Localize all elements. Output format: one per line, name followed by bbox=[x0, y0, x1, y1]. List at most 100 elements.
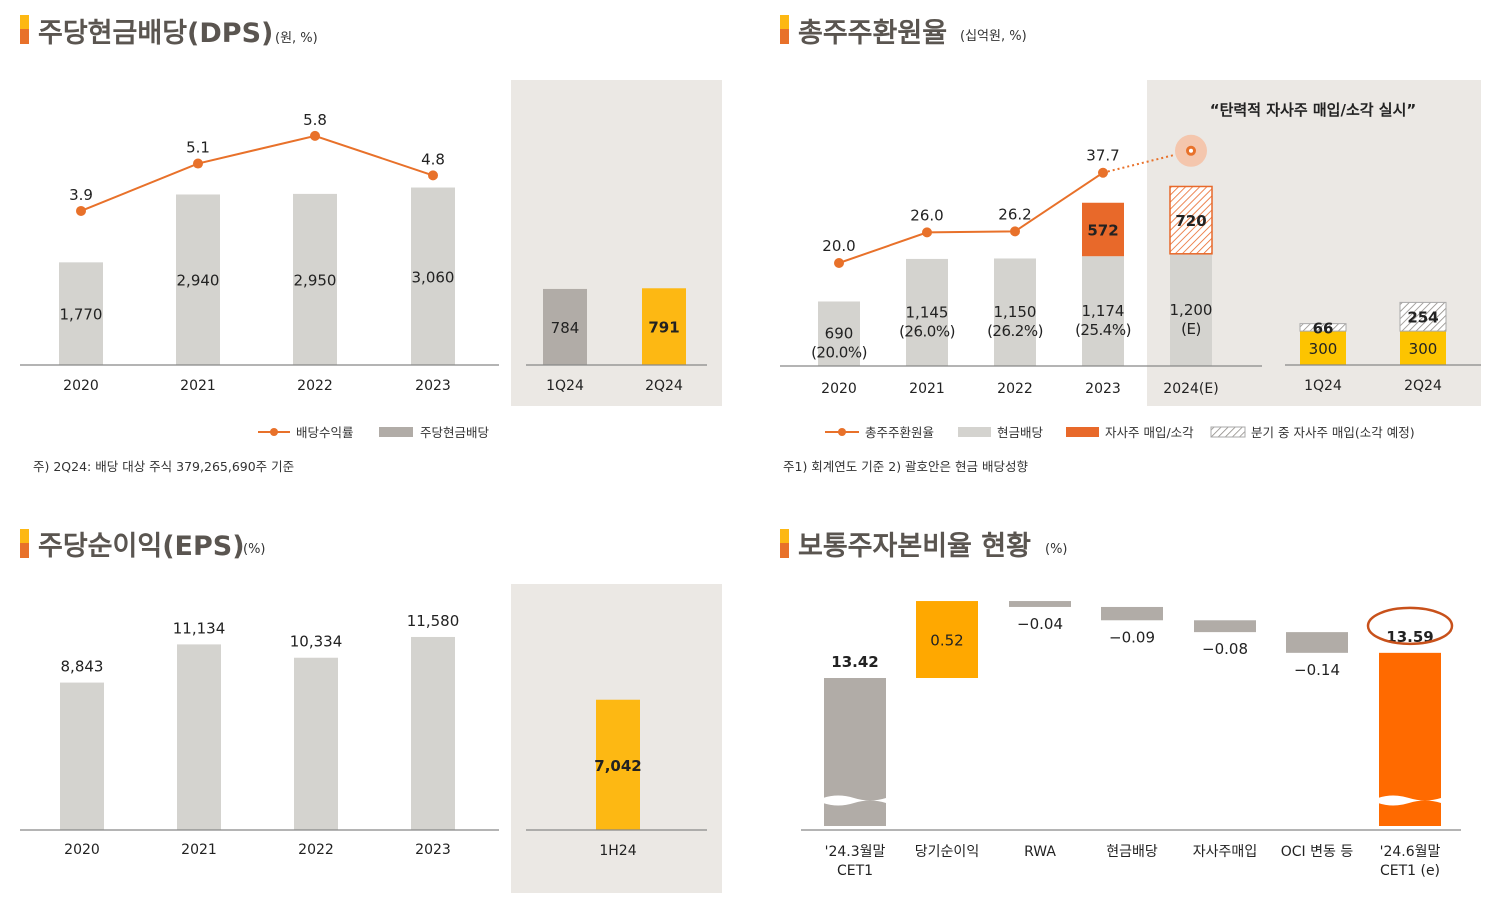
return-ratio-label: 26.0 bbox=[910, 206, 943, 224]
title-marker-top bbox=[780, 15, 789, 29]
return-ratio-label: 20.0 bbox=[822, 237, 855, 255]
x-tick-label: '24.6월말 bbox=[1380, 844, 1441, 860]
quarter-panel bbox=[511, 80, 722, 406]
payout-ratio-label: (26.0%) bbox=[899, 322, 955, 340]
eps-bar bbox=[60, 682, 104, 830]
buyback-bar bbox=[1082, 202, 1124, 257]
return-ratio-point bbox=[922, 227, 932, 238]
return-ratio-label: 37.7 bbox=[1086, 147, 1119, 165]
x-tick-label: OCI 변동 등 bbox=[1281, 844, 1354, 860]
eps-bar bbox=[411, 636, 455, 830]
yield-line bbox=[80, 134, 434, 212]
quarter-bar-label: 791 bbox=[648, 319, 679, 337]
x-tick-label: 2021 bbox=[181, 842, 217, 858]
yield-point bbox=[193, 158, 203, 169]
dps-bar bbox=[59, 262, 103, 365]
payout-ratio-label: (E) bbox=[1181, 320, 1201, 338]
chart-title: 보통주자본비율 현황 bbox=[798, 531, 1031, 562]
increase-bar bbox=[916, 601, 978, 678]
quarter-buyback-bar bbox=[1400, 331, 1446, 365]
legend-swatch-buyback bbox=[1066, 427, 1099, 437]
dps-bar-label: 1,770 bbox=[60, 306, 103, 324]
legend-point-icon bbox=[838, 428, 846, 436]
x-tick-label: 2024(E) bbox=[1163, 381, 1218, 397]
chart-title: 주당현금배당(DPS) bbox=[38, 18, 273, 49]
quarter-bar bbox=[642, 288, 686, 365]
decrease-bar bbox=[1286, 632, 1348, 653]
x-tick-label: 2021 bbox=[909, 381, 945, 397]
return-ratio-point bbox=[1098, 167, 1108, 178]
x-tick-label: 2020 bbox=[821, 381, 857, 397]
highlight-circle-icon bbox=[1366, 606, 1454, 646]
legend-swatch-planned bbox=[1210, 426, 1246, 438]
x-tick-label: 2023 bbox=[415, 378, 451, 394]
legend-swatch-cash bbox=[958, 427, 991, 437]
axis-break-icon bbox=[823, 795, 886, 806]
title-marker-bottom bbox=[20, 29, 29, 44]
cash-dividend-label: 1,174 bbox=[1082, 302, 1125, 320]
title-marker-top bbox=[780, 529, 789, 543]
x-tick-label: CET1 (e) bbox=[1380, 863, 1440, 879]
payout-ratio-label: (26.2%) bbox=[987, 322, 1043, 340]
yield-label: 3.9 bbox=[69, 186, 93, 204]
change-label: 0.52 bbox=[930, 632, 963, 650]
quarter-bar-label: 784 bbox=[551, 319, 580, 337]
half-eps-label: 7,042 bbox=[594, 757, 641, 775]
return-ratio-point bbox=[1010, 226, 1020, 237]
dps-bar bbox=[176, 194, 220, 365]
axis-break-icon bbox=[1378, 795, 1441, 806]
return-ratio-point bbox=[834, 258, 844, 268]
cash-dividend-bar bbox=[906, 258, 948, 366]
change-label: −0.04 bbox=[1017, 615, 1063, 633]
cash-dividend-bar bbox=[1170, 253, 1212, 366]
eps-bar bbox=[294, 657, 338, 830]
x-tick-label: 2020 bbox=[64, 842, 100, 858]
return-ratio-label: 26.2 bbox=[998, 205, 1031, 223]
eps-label: 10,334 bbox=[290, 633, 343, 651]
yield-point bbox=[76, 205, 86, 216]
footnote: 주1) 회계연도 기준 2) 괄호안은 현금 배당성향 bbox=[783, 459, 1029, 474]
in-quarter-buyback-label: 66 bbox=[1313, 319, 1334, 337]
decrease-bar bbox=[1009, 601, 1071, 607]
x-tick-label: 당기순이익 bbox=[915, 844, 979, 860]
eps-label: 11,134 bbox=[173, 619, 226, 637]
chart-unit: (십억원, %) bbox=[960, 29, 1027, 44]
x-tick-label: 2020 bbox=[63, 378, 99, 394]
title-marker-bottom bbox=[780, 543, 789, 558]
change-label: −0.08 bbox=[1202, 640, 1248, 658]
in-quarter-buyback-bar bbox=[1299, 323, 1347, 332]
quarter-bar bbox=[543, 288, 587, 365]
cash-dividend-label: 1,200 bbox=[1170, 301, 1213, 319]
dps-bar bbox=[293, 193, 337, 365]
x-tick-label: 2023 bbox=[415, 842, 451, 858]
x-tick-label: 2022 bbox=[298, 842, 334, 858]
legend-point-icon bbox=[270, 428, 278, 436]
quarter-tick-label: 2Q24 bbox=[1404, 378, 1442, 394]
return-ratio-line bbox=[838, 171, 1104, 264]
cet1-label: 13.42 bbox=[831, 653, 878, 671]
eps-label: 8,843 bbox=[61, 658, 104, 676]
title-marker-bottom bbox=[780, 29, 789, 44]
planned-buyback-bar bbox=[1169, 185, 1213, 255]
in-quarter-buyback-label: 254 bbox=[1407, 309, 1438, 327]
yield-label: 5.8 bbox=[303, 111, 327, 129]
x-tick-label: 자사주매입 bbox=[1193, 844, 1257, 860]
title-marker-top bbox=[20, 529, 29, 543]
legend-label: 총주주환원율 bbox=[865, 425, 934, 440]
title-marker-bottom bbox=[20, 543, 29, 558]
yield-point bbox=[310, 130, 320, 141]
chart-unit: (원, %) bbox=[275, 31, 318, 46]
cash-dividend-bar bbox=[1082, 256, 1124, 366]
in-quarter-buyback-bar bbox=[1399, 301, 1447, 332]
change-label: −0.14 bbox=[1294, 661, 1340, 679]
cash-dividend-label: 1,150 bbox=[994, 303, 1037, 321]
yield-label: 4.8 bbox=[421, 150, 445, 168]
quarter-buyback-label: 300 bbox=[1309, 340, 1338, 358]
payout-ratio-label: (20.0%) bbox=[811, 344, 867, 362]
x-tick-label: 2022 bbox=[997, 381, 1033, 397]
cash-dividend-bar bbox=[994, 258, 1036, 366]
dps-bar-label: 2,940 bbox=[177, 272, 220, 290]
x-tick-label: 2023 bbox=[1085, 381, 1121, 397]
decrease-bar bbox=[1194, 620, 1256, 633]
